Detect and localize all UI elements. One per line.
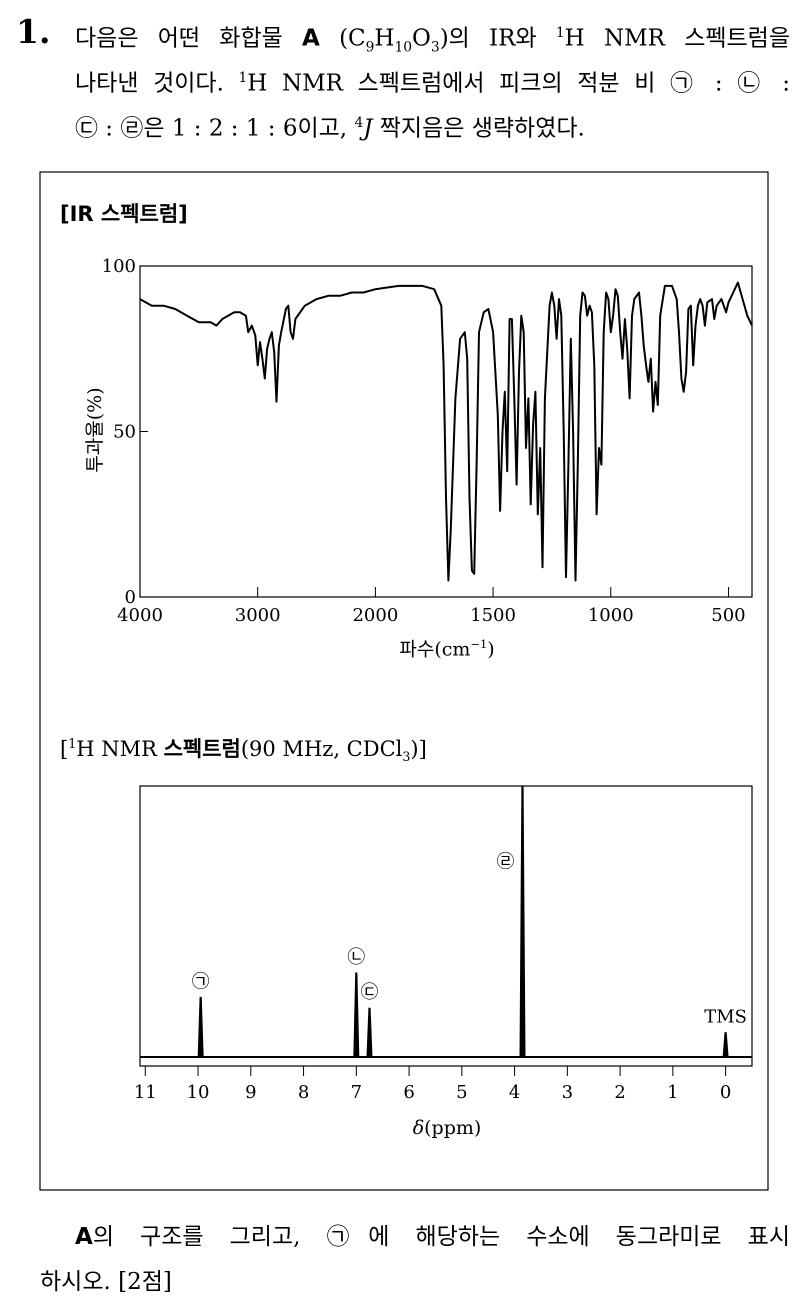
text-run: A <box>75 1224 93 1250</box>
text-run: (C <box>319 25 366 52</box>
text-run: 1 <box>68 736 77 751</box>
peak <box>722 1032 729 1058</box>
text-run: 스펙트럼 <box>163 737 241 761</box>
text-run: 10 <box>394 39 413 56</box>
question-line: 나타낸 것이다. 1H NMR 스펙트럼에서 피크의 적분 비 ㉠ : ㉡ : <box>75 63 790 99</box>
x-tick-label: 0 <box>720 1082 731 1103</box>
text-run: ㉢ : ㉣은 1 : 2 : 1 : 6이고, <box>75 115 355 142</box>
question-line: 다음은 어떤 화합물 A (C9H10O3)의 IR와 1H NMR 스펙트럼을 <box>75 18 790 62</box>
text-run: H <box>374 25 395 52</box>
text-run: O <box>412 25 431 52</box>
y-tick-label: 50 <box>113 422 136 443</box>
text-run: [ <box>60 737 69 761</box>
peak-label: ㉢ <box>361 982 379 1003</box>
text-run: 1 <box>238 70 248 86</box>
text-run: (90 MHz, CDCl <box>240 737 403 761</box>
peak-label: ㉣ <box>497 851 515 872</box>
x-tick-label: 2 <box>614 1082 625 1103</box>
text-run: −1 <box>470 637 488 651</box>
text-run: H NMR 스펙트럼을 <box>564 25 790 52</box>
x-tick-label: 1 <box>667 1082 678 1103</box>
chart-title: [1H NMR 스펙트럼(90 MHz, CDCl3)] <box>60 732 427 769</box>
text-run: (ppm) <box>424 1117 482 1139</box>
text-run: 의 구조를 그리고, ㉠에 해당하는 수소에 동그라미로 표시 <box>92 1224 790 1250</box>
x-tick-label: 9 <box>245 1082 256 1103</box>
plot-frame <box>139 785 753 1067</box>
task-line: A의 구조를 그리고, ㉠에 해당하는 수소에 동그라미로 표시 <box>75 1222 790 1252</box>
x-tick-label: 1000 <box>588 605 634 626</box>
text-run: H NMR <box>76 737 164 761</box>
y-tick-label: 0 <box>125 587 136 608</box>
x-axis-label: 파수(cm−1) <box>347 632 547 661</box>
text-run: 다음은 어떤 화합물 <box>75 25 303 52</box>
question-line: ㉢ : ㉣은 1 : 2 : 1 : 6이고, 4J 짝지음은 생략하였다. <box>75 108 585 144</box>
x-axis-label: δ(ppm) <box>347 1116 547 1140</box>
x-tick-label: 11 <box>134 1082 157 1103</box>
text-run: )] <box>410 737 427 761</box>
text-run: [IR 스펙트럼] <box>60 202 188 226</box>
x-tick-label: 8 <box>298 1082 309 1103</box>
text-run: 짝지음은 생략하였다. <box>372 115 585 142</box>
x-tick-label: 2000 <box>352 605 398 626</box>
ir-curve <box>139 281 753 582</box>
text-run: ) <box>487 638 495 661</box>
y-tick-label: 100 <box>102 256 136 277</box>
text-run: 투과율(%) <box>84 387 106 473</box>
question-number: 1. <box>16 12 51 51</box>
figure-box <box>39 171 769 1191</box>
text-run: 1 <box>555 25 565 41</box>
text-run: 하시오. [2점] <box>40 1269 172 1295</box>
peak <box>197 996 204 1058</box>
x-tick-label: 6 <box>403 1082 414 1103</box>
x-tick-label: 7 <box>351 1082 362 1103</box>
text-run: )의 IR와 <box>439 25 556 52</box>
peak-label: TMS <box>704 1007 747 1028</box>
x-tick-label: 4000 <box>117 605 163 626</box>
text-run: J <box>363 115 373 142</box>
text-run: 3 <box>430 39 440 56</box>
y-axis-label: 투과율(%) <box>83 385 107 475</box>
task-line: 하시오. [2점] <box>40 1267 172 1297</box>
x-tick-label: 3 <box>562 1082 573 1103</box>
x-tick-label: 5 <box>456 1082 467 1103</box>
x-tick-label: 500 <box>711 605 745 626</box>
peak-label: ㉠ <box>192 971 210 992</box>
text-run: 나타낸 것이다. <box>75 70 239 97</box>
x-tick-label: 4 <box>509 1082 520 1103</box>
text-run: δ <box>412 1117 425 1139</box>
peak <box>353 972 360 1058</box>
peak <box>519 785 526 1058</box>
text-run: H NMR 스펙트럼에서 피크의 적분 비 ㉠ : ㉡ : <box>247 70 790 97</box>
text-run: 파수(cm <box>399 638 471 661</box>
text-run: 9 <box>365 39 375 56</box>
text-run: A <box>302 25 320 52</box>
peak <box>366 1007 373 1058</box>
x-tick-label: 1500 <box>470 605 516 626</box>
chart-title: [IR 스펙트럼] <box>60 202 188 226</box>
text-run: 4 <box>354 115 364 131</box>
text-run: 3 <box>402 749 411 765</box>
x-tick-label: 10 <box>187 1082 210 1103</box>
x-tick-label: 3000 <box>235 605 281 626</box>
peak-label: ㉡ <box>347 947 365 968</box>
